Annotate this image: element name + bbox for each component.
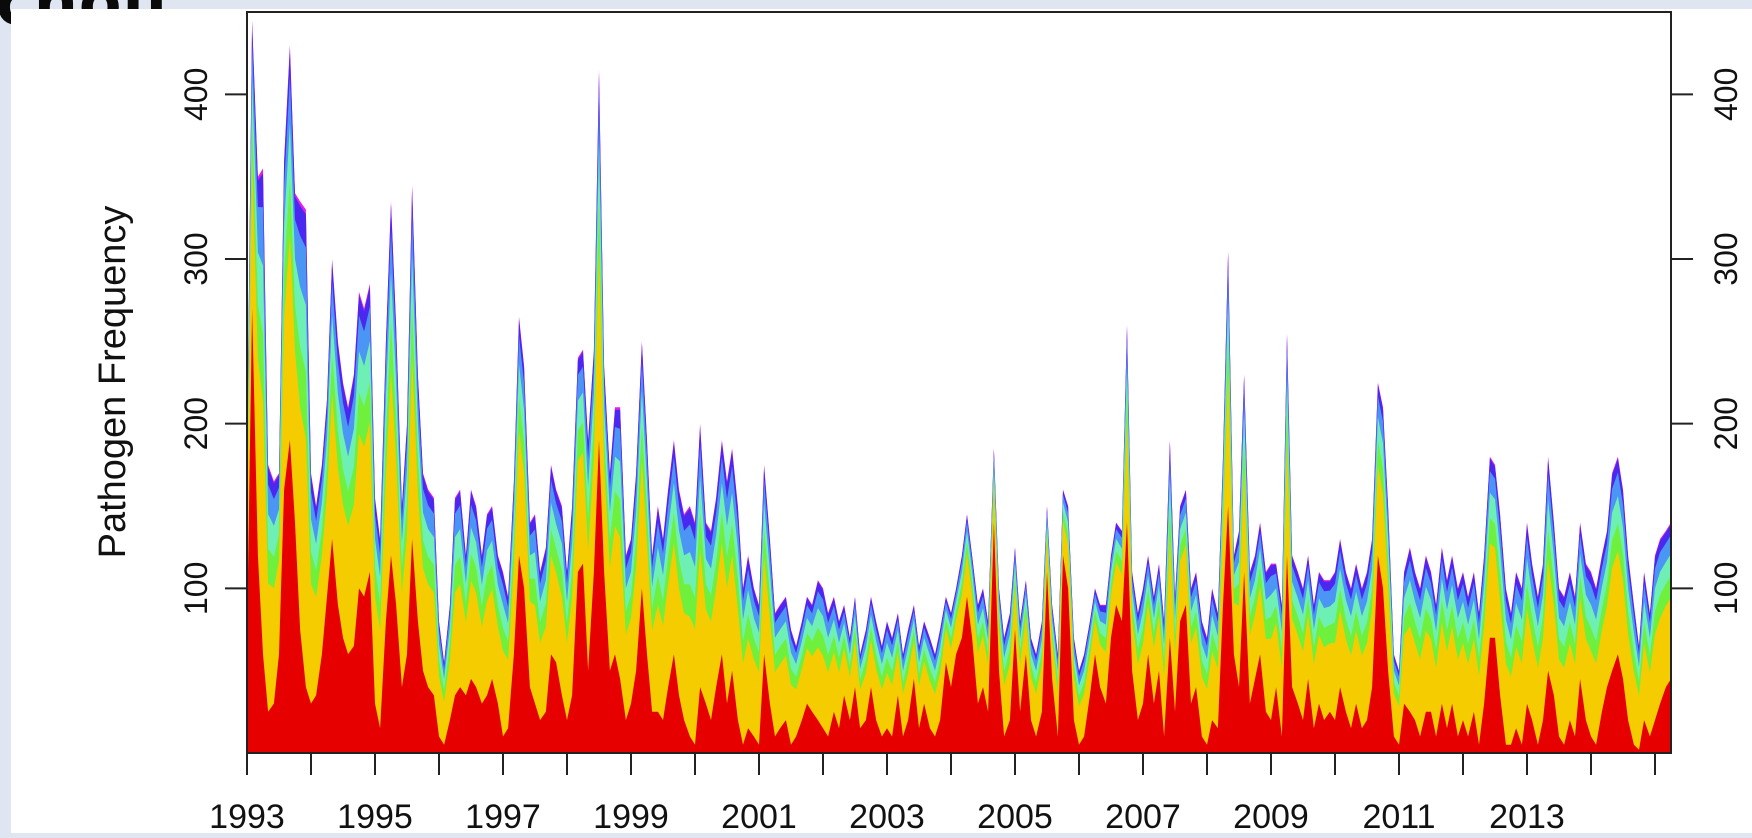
y-tick-label-right: 100	[1708, 562, 1744, 615]
y-tick-label-left: 200	[178, 397, 214, 450]
x-tick-label: 1993	[209, 798, 285, 833]
x-tick-label: 1995	[337, 798, 413, 833]
x-axis: 1993 1995 1997 1999 2001 2003 2005 2007 2009 2011…	[209, 753, 1656, 836]
x-tick-label: 1999	[593, 798, 669, 833]
y-tick-label-left: 400	[178, 68, 214, 121]
x-tick-label: 2007	[1105, 798, 1181, 833]
x-tick-label: 2011	[1362, 798, 1435, 833]
y-axis-label: Pathogen Frequency	[92, 206, 134, 559]
y-axis-right: 100 200 300 400	[1670, 12, 1744, 753]
x-tick-label: 2009	[1233, 798, 1309, 833]
y-axis-left: 100 200 300 400	[178, 12, 248, 753]
y-tick-label-left: 100	[178, 562, 214, 615]
x-tick-label: 2001	[721, 798, 797, 833]
x-tick-label: 2013	[1489, 798, 1565, 833]
stacked-area-chart: 1993 1995 1997 1999 2001 2003 2005 2007 2009 2011…	[92, 11, 1744, 836]
x-tick-label: 2003	[849, 798, 925, 833]
x-tick-label: 2005	[977, 798, 1053, 833]
y-tick-label-right: 300	[1708, 232, 1744, 285]
y-tick-label-right: 200	[1708, 397, 1744, 450]
area-red	[247, 308, 1671, 753]
stacked-areas	[247, 20, 1671, 754]
x-tick-label: 1997	[465, 798, 541, 833]
chart-panel: 1993 1995 1997 1999 2001 2003 2005 2007 2009 2011…	[11, 9, 1752, 836]
y-tick-label-left: 300	[178, 232, 214, 285]
y-tick-label-right: 400	[1708, 68, 1744, 121]
